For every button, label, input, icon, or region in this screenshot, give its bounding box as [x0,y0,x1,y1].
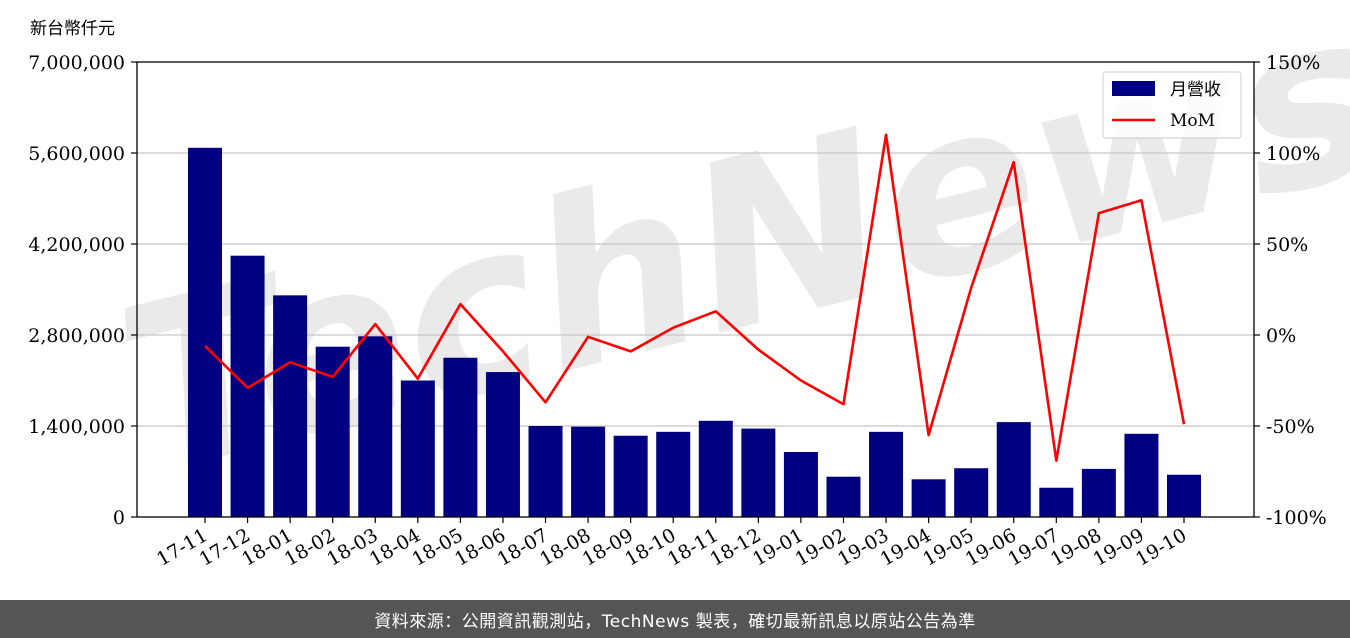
revenue-bar [656,431,691,517]
source-footer: 資料來源：公開資訊觀測站，TechNews 製表，確切最新訊息以原站公告為準 [0,600,1350,638]
legend-bar-label: 月營收 [1170,80,1221,100]
right-tick-label: -100% [1266,507,1327,529]
mom-line [204,133,1186,462]
left-y-axis: 0 1,400,000 2,800,000 4,200,000 5,600,000 7,0… [28,52,137,529]
right-y-axis: -100% -50% 0% 50% 100% 150% [1254,52,1327,529]
revenue-bar [869,431,904,517]
revenue-bar [783,452,818,517]
right-tick-label: 100% [1266,143,1320,165]
left-tick-label: 0 [113,507,125,529]
right-tick-label: 150% [1266,52,1320,74]
legend-line-label: MoM [1170,111,1215,131]
revenue-bar [1039,487,1074,517]
plot-frame [136,61,1255,518]
y-axis-label: 新台幣仟元 [30,19,115,39]
mom-line-series [204,133,1186,462]
revenue-bar [1167,474,1201,517]
bar-series [188,147,1201,518]
revenue-bar [443,357,478,517]
revenue-bar [741,428,776,517]
right-tick-label: -50% [1266,416,1315,438]
revenue-bar [188,147,222,518]
revenue-bar [911,479,946,517]
right-tick-label: 50% [1266,234,1308,256]
revenue-bar [826,476,861,517]
x-axis: 17-1117-1218-0118-0218-0318-0418-0518-06… [153,517,1191,571]
revenue-bar [698,420,733,517]
legend-bar-swatch [1112,81,1155,96]
left-tick-label: 7,000,000 [28,52,125,74]
revenue-bar [358,336,393,517]
left-tick-label: 4,200,000 [28,234,125,256]
left-tick-label: 5,600,000 [28,143,125,165]
revenue-bar [996,422,1031,517]
revenue-bar [954,468,989,517]
revenue-bar [528,426,563,517]
left-tick-label: 1,400,000 [28,416,125,438]
revenue-bar [1081,468,1116,517]
revenue-bar [613,435,648,517]
legend: 月營收 MoM [1102,71,1242,139]
revenue-bar [485,372,520,517]
revenue-bar [400,380,435,517]
revenue-bar [1124,433,1159,517]
revenue-bar [273,295,308,517]
right-tick-label: 0% [1266,325,1296,347]
revenue-bar [571,426,606,517]
left-tick-label: 2,800,000 [28,325,125,347]
chart: TechNews 01,400,0002,800,0004,200,0005,6… [28,0,1350,571]
